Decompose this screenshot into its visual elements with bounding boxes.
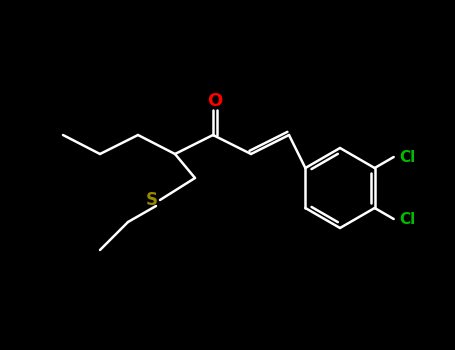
Text: O: O [207, 92, 222, 110]
Text: Cl: Cl [399, 149, 416, 164]
Text: Cl: Cl [399, 211, 416, 226]
Text: S: S [146, 191, 158, 209]
